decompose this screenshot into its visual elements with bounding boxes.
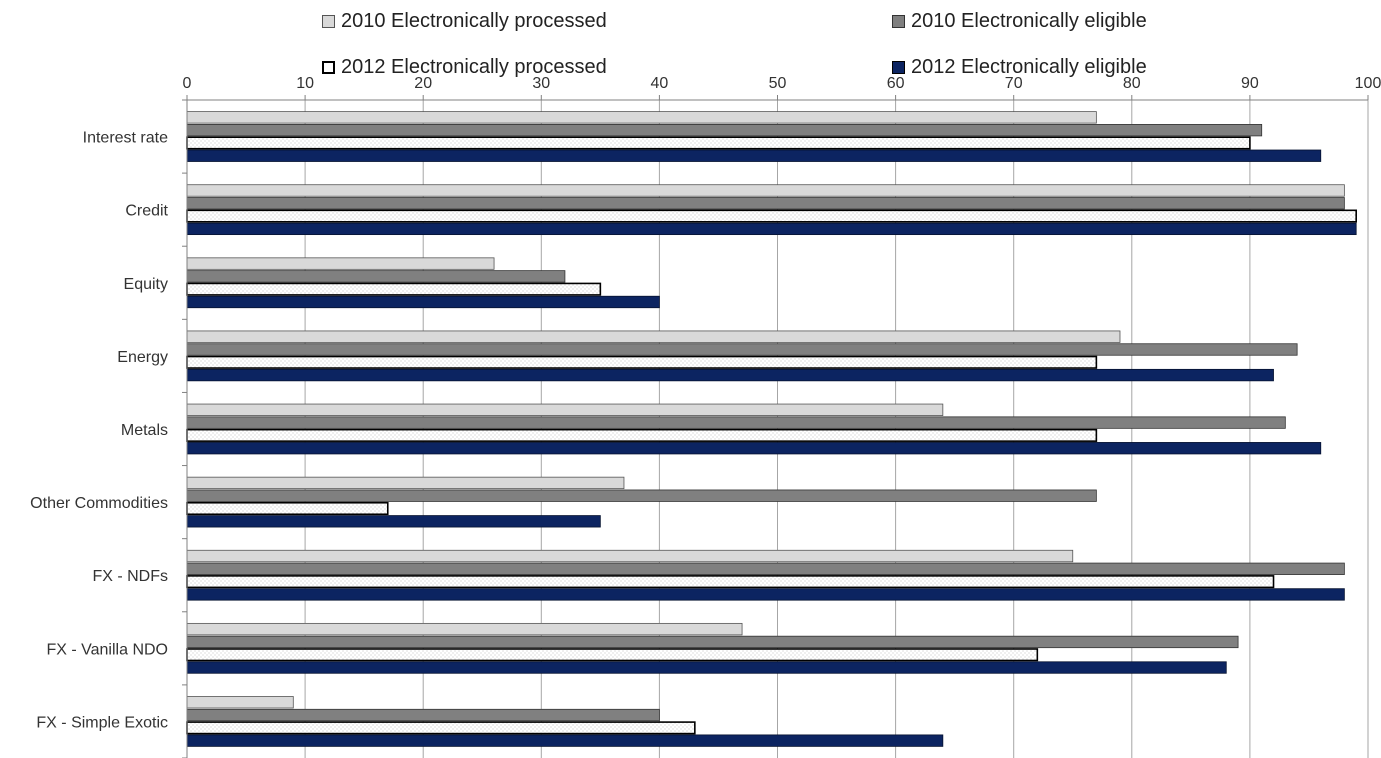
- bar-2010-electronically-processed-interest-rate: [186, 111, 1097, 124]
- legend-label-2010-eligible: 2010 Electronically eligible: [911, 9, 1147, 32]
- bar-2012-electronically-eligible-fx-simple-exotic: [186, 734, 944, 747]
- x-tick-label-40: 40: [651, 75, 669, 92]
- category-label-metals: Metals: [121, 422, 168, 439]
- bar-2012-electronically-eligible-energy: [186, 368, 1274, 382]
- bars: [186, 111, 1357, 747]
- bar-2010-electronically-eligible-equity: [186, 270, 566, 283]
- bar-2010-electronically-processed-fx-simple-exotic: [186, 696, 294, 709]
- x-tick-label-30: 30: [532, 75, 550, 92]
- bar-2010-electronically-processed-fx-vanilla-ndo: [186, 622, 743, 636]
- legend-item-2010-processed: 2010 Electronically processed: [322, 10, 607, 32]
- bar-2010-electronically-eligible-other-commodities: [186, 489, 1097, 502]
- bar-2010-electronically-processed-energy: [186, 330, 1121, 343]
- legend-item-2012-eligible: 2012 Electronically eligible: [892, 56, 1147, 78]
- bar-2010-electronically-eligible-credit: [186, 197, 1345, 210]
- bar-2010-electronically-eligible-interest-rate: [186, 124, 1263, 137]
- bar-2012-electronically-eligible-credit: [186, 222, 1357, 236]
- bar-2012-electronically-processed-credit: [186, 209, 1357, 223]
- bar-2010-electronically-processed-metals: [186, 403, 944, 416]
- bar-2012-electronically-processed-interest-rate: [186, 136, 1251, 150]
- category-label-fx-ndfs: FX - NDFs: [92, 568, 168, 585]
- legend-item-2012-processed: 2012 Electronically processed: [322, 56, 607, 78]
- y-axis-categories: Interest rate Credit Equity Energy Metals Oth…: [30, 130, 168, 732]
- bar-2012-electronically-eligible-fx-vanilla-ndo: [186, 661, 1227, 674]
- x-tick-label-60: 60: [887, 75, 905, 92]
- x-tick-label-10: 10: [296, 75, 314, 92]
- category-label-credit: Credit: [125, 203, 168, 220]
- bar-2012-electronically-eligible-equity: [186, 295, 660, 309]
- bar-2012-electronically-processed-equity: [186, 282, 602, 296]
- category-label-equity: Equity: [124, 276, 168, 293]
- bar-2012-electronically-processed-other-commodities: [186, 501, 389, 516]
- legend-label-2012-processed: 2012 Electronically processed: [341, 55, 607, 78]
- bar-2010-electronically-processed-fx-ndfs: [186, 549, 1074, 563]
- x-tick-label-70: 70: [1005, 75, 1023, 92]
- category-label-fx-simple-exotic: FX - Simple Exotic: [36, 714, 168, 731]
- legend-swatch-2010-eligible: [892, 14, 905, 28]
- x-tick-label-50: 50: [769, 75, 787, 92]
- bar-2012-electronically-processed-metals: [186, 428, 1098, 442]
- x-tick-label-90: 90: [1241, 75, 1259, 92]
- bar-2012-electronically-processed-fx-vanilla-ndo: [186, 648, 1039, 662]
- x-tick-label-20: 20: [414, 75, 432, 92]
- legend-item-2010-eligible: 2010 Electronically eligible: [892, 10, 1147, 32]
- x-axis-ticks: 0 10 20 30 40 50 60 70 80 90 100: [183, 75, 1381, 100]
- x-tick-label-80: 80: [1123, 75, 1141, 92]
- bar-2012-electronically-processed-fx-ndfs: [186, 575, 1275, 589]
- bar-2010-electronically-processed-credit: [186, 184, 1345, 197]
- category-label-fx-vanilla-ndo: FX - Vanilla NDO: [46, 641, 168, 658]
- bar-2012-electronically-eligible-other-commodities: [186, 515, 601, 528]
- legend-swatch-2010-processed: [322, 14, 335, 28]
- bar-2010-electronically-processed-other-commodities: [186, 476, 625, 490]
- bar-2010-electronically-processed-equity: [186, 257, 495, 270]
- category-label-other-commodities: Other Commodities: [30, 495, 168, 512]
- bar-2010-electronically-eligible-energy: [186, 343, 1298, 356]
- axes: [182, 99, 1368, 758]
- category-label-energy: Energy: [117, 349, 168, 366]
- legend-label-2012-eligible: 2012 Electronically eligible: [911, 55, 1147, 78]
- bar-2012-electronically-eligible-interest-rate: [186, 149, 1322, 162]
- legend-swatch-2012-processed: [322, 60, 335, 74]
- x-tick-label-100: 100: [1355, 75, 1381, 92]
- x-tick-label-0: 0: [183, 75, 192, 92]
- bar-2012-electronically-eligible-metals: [186, 442, 1322, 455]
- category-label-interest-rate: Interest rate: [83, 130, 168, 147]
- legend-label-2010-processed: 2010 Electronically processed: [341, 9, 607, 32]
- bar-2010-electronically-eligible-fx-ndfs: [186, 562, 1345, 575]
- bar-2012-electronically-processed-energy: [186, 355, 1098, 369]
- bar-2012-electronically-eligible-fx-ndfs: [186, 588, 1345, 601]
- bar-2010-electronically-eligible-metals: [186, 416, 1286, 429]
- bar-2010-electronically-eligible-fx-simple-exotic: [186, 708, 660, 722]
- bar-2012-electronically-processed-fx-simple-exotic: [186, 721, 696, 735]
- legend-swatch-2012-eligible: [892, 60, 905, 74]
- bar-2010-electronically-eligible-fx-vanilla-ndo: [186, 635, 1239, 649]
